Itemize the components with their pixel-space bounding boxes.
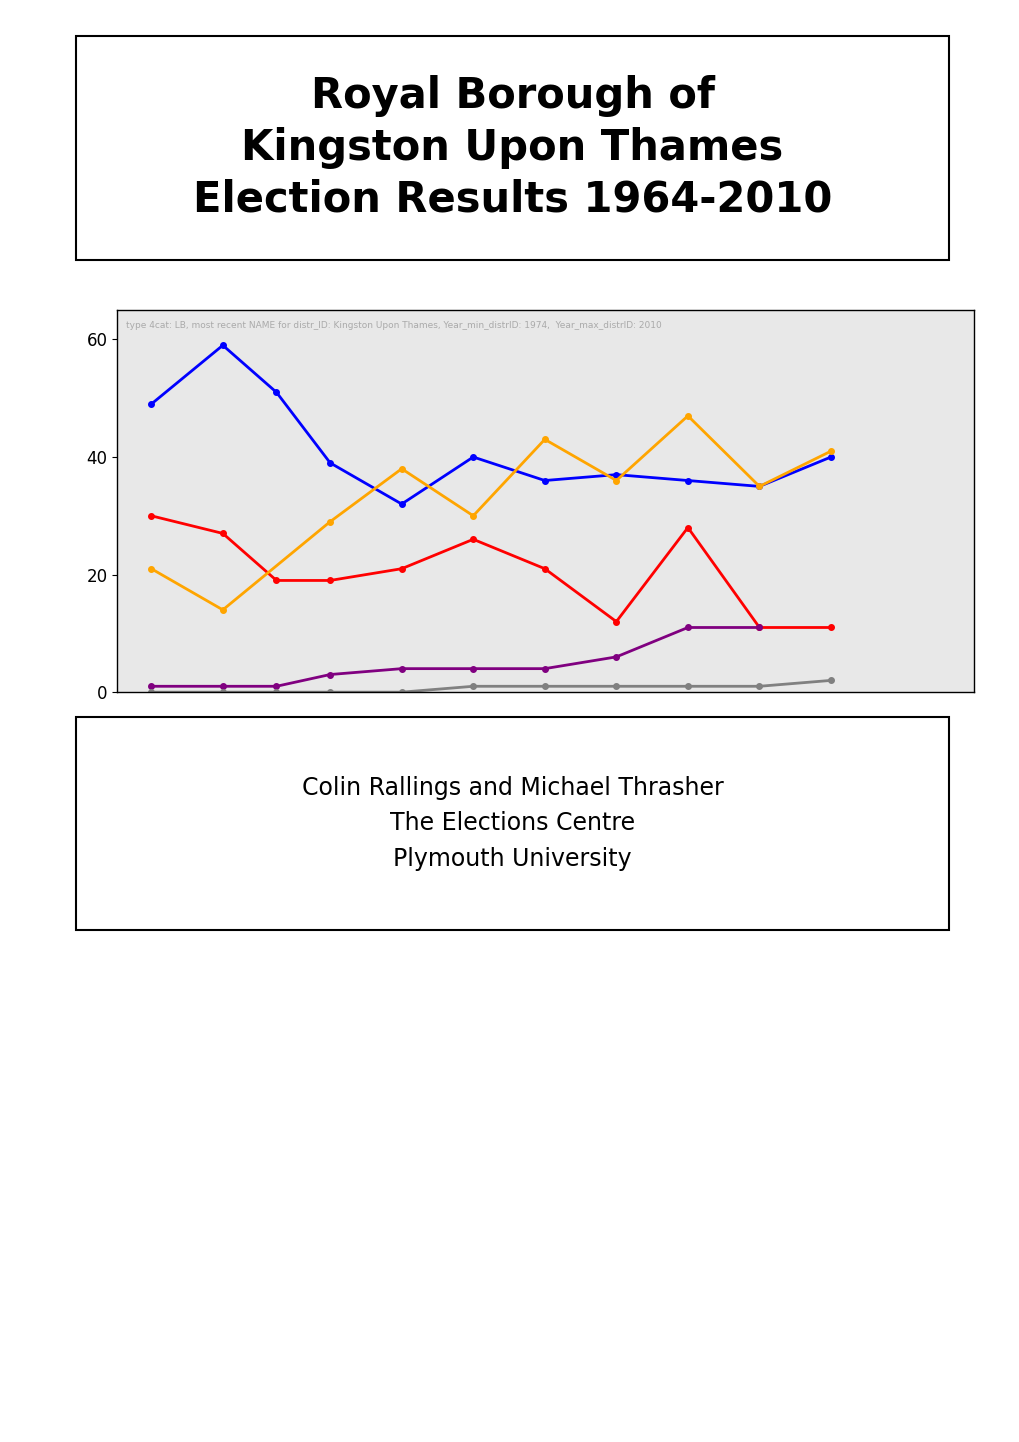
- FancyBboxPatch shape: [76, 717, 948, 930]
- Text: Colin Rallings and Michael Thrasher
The Elections Centre
Plymouth University: Colin Rallings and Michael Thrasher The …: [302, 776, 722, 871]
- Text: Royal Borough of
Kingston Upon Thames
Election Results 1964-2010: Royal Borough of Kingston Upon Thames El…: [193, 75, 832, 221]
- Text: type 4cat: LB, most recent NAME for distr_ID: Kingston Upon Thames, Year_min_dis: type 4cat: LB, most recent NAME for dist…: [125, 322, 661, 330]
- FancyBboxPatch shape: [76, 36, 948, 260]
